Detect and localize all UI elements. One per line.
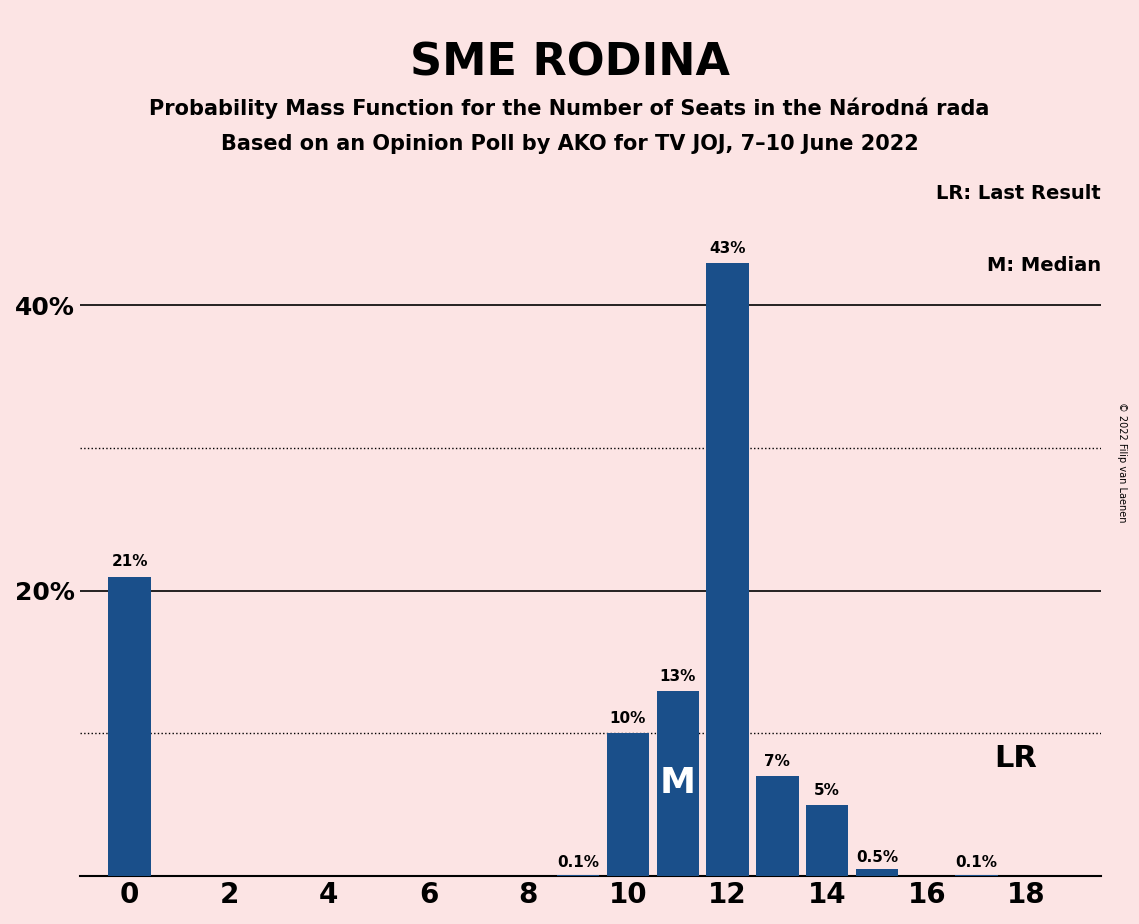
- Text: 0.1%: 0.1%: [557, 856, 599, 870]
- Bar: [806, 805, 849, 876]
- Text: 10%: 10%: [609, 711, 646, 726]
- Text: 43%: 43%: [710, 240, 746, 256]
- Bar: [607, 734, 649, 876]
- Bar: [656, 690, 699, 876]
- Bar: [956, 875, 998, 876]
- Text: © 2022 Filip van Laenen: © 2022 Filip van Laenen: [1117, 402, 1126, 522]
- Text: 13%: 13%: [659, 669, 696, 684]
- Bar: [108, 577, 150, 876]
- Text: 5%: 5%: [814, 783, 841, 797]
- Text: Probability Mass Function for the Number of Seats in the Národná rada: Probability Mass Function for the Number…: [149, 97, 990, 118]
- Text: Based on an Opinion Poll by AKO for TV JOJ, 7–10 June 2022: Based on an Opinion Poll by AKO for TV J…: [221, 134, 918, 154]
- Text: LR: Last Result: LR: Last Result: [936, 184, 1101, 203]
- Bar: [855, 869, 899, 876]
- Text: 0.5%: 0.5%: [855, 850, 898, 865]
- Text: 0.1%: 0.1%: [956, 856, 998, 870]
- Text: SME RODINA: SME RODINA: [410, 42, 729, 85]
- Bar: [756, 776, 798, 876]
- Text: M: M: [659, 766, 696, 800]
- Text: 21%: 21%: [112, 554, 148, 569]
- Text: M: Median: M: Median: [988, 256, 1101, 274]
- Text: 7%: 7%: [764, 754, 790, 769]
- Bar: [706, 262, 748, 876]
- Text: LR: LR: [994, 744, 1036, 773]
- Bar: [557, 875, 599, 876]
